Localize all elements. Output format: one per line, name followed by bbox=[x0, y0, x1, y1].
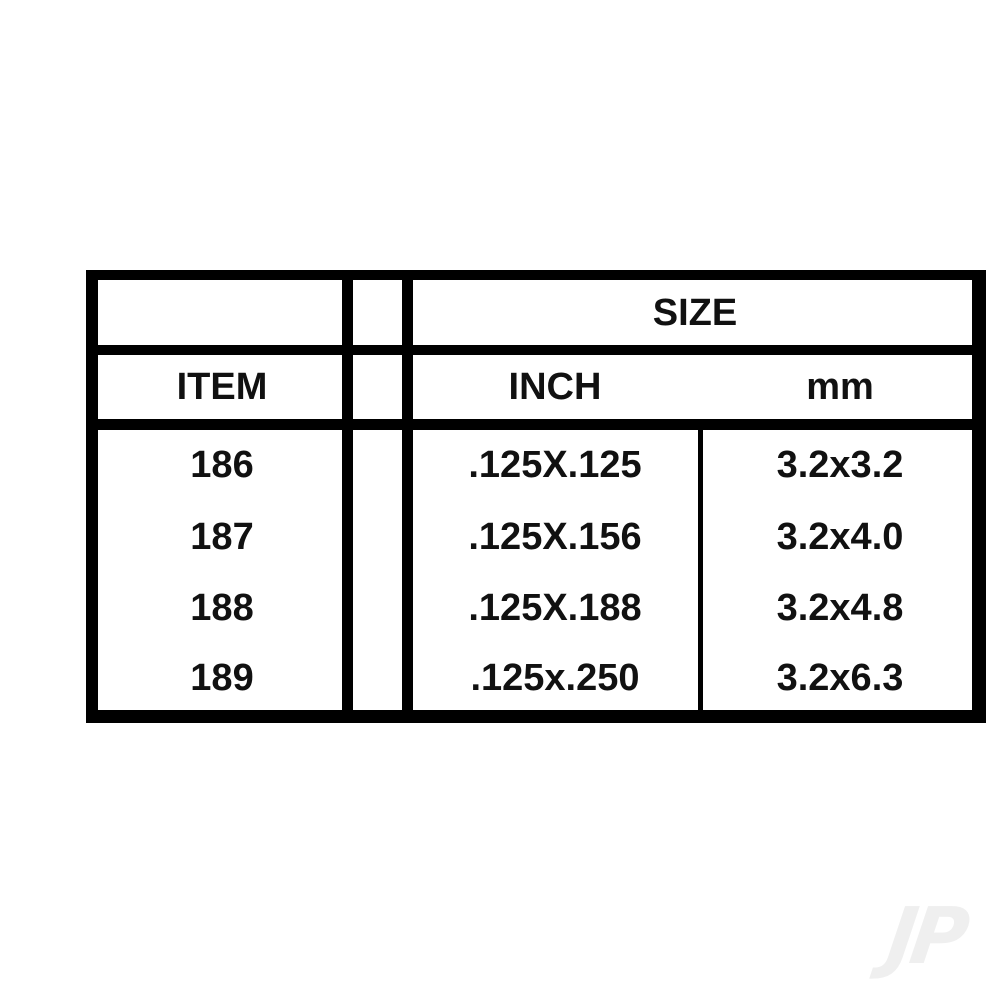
cell-mm: 3.2x4.8 bbox=[776, 587, 904, 629]
divider-row-2 bbox=[86, 419, 986, 430]
size-group-header: SIZE bbox=[652, 292, 738, 334]
cell-mm: 3.2x6.3 bbox=[776, 657, 904, 699]
cell-item: 189 bbox=[190, 657, 254, 699]
table-border-top bbox=[86, 270, 986, 280]
column-header-item: ITEM bbox=[176, 366, 268, 408]
table-border-bottom bbox=[86, 710, 986, 723]
column-header-inch: INCH bbox=[508, 366, 602, 408]
cell-inch: .125X.156 bbox=[468, 516, 642, 558]
cell-inch: .125x.250 bbox=[470, 657, 640, 699]
divider-col-3 bbox=[698, 428, 703, 713]
table-border-right bbox=[972, 270, 986, 723]
divider-col-2 bbox=[402, 270, 413, 723]
jp-watermark-logo: JP bbox=[881, 892, 969, 982]
cell-item: 186 bbox=[190, 444, 254, 486]
cell-mm: 3.2x3.2 bbox=[776, 444, 904, 486]
cell-item: 188 bbox=[190, 587, 254, 629]
divider-col-1 bbox=[342, 270, 353, 723]
table-border-left bbox=[86, 270, 98, 723]
divider-row-1 bbox=[86, 345, 986, 355]
cell-mm: 3.2x4.0 bbox=[776, 516, 904, 558]
cell-inch: .125X.125 bbox=[468, 444, 642, 486]
cell-item: 187 bbox=[190, 516, 254, 558]
cell-inch: .125X.188 bbox=[468, 587, 642, 629]
column-header-mm: mm bbox=[806, 366, 874, 408]
